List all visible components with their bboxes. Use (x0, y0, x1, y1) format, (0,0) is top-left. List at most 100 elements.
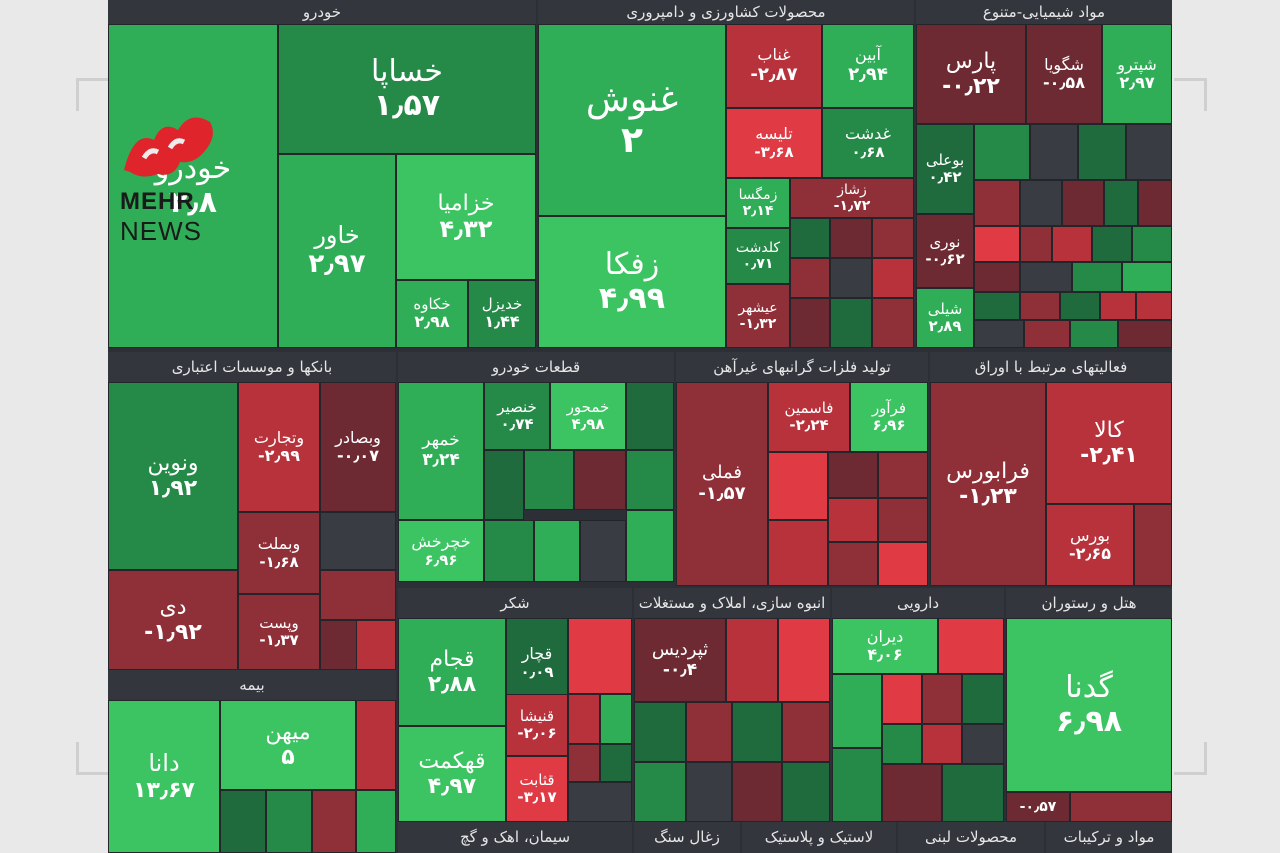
stock-tile-small[interactable] (568, 744, 600, 782)
stock-tile[interactable]: قنیشا -۲٫۰۶ (506, 694, 568, 756)
sector-header[interactable]: خودرو (108, 0, 536, 24)
stock-tile-small[interactable] (574, 450, 626, 510)
stock-tile[interactable]: دی -۱٫۹۲ (108, 570, 238, 670)
stock-tile-small[interactable] (962, 724, 1004, 764)
stock-tile[interactable]: خنصیر ۰٫۷۴ (484, 382, 550, 450)
stock-tile[interactable]: شگویا -۰٫۵۸ (1026, 24, 1102, 124)
stock-tile[interactable]: میهن ۵ (220, 700, 356, 790)
stock-tile[interactable]: وبصادر -۰٫۰۷ (320, 382, 396, 512)
stock-tile[interactable]: تلیسه -۳٫۶۸ (726, 108, 822, 178)
stock-tile[interactable]: خاور ۲٫۹۷ (278, 154, 396, 348)
stock-tile[interactable]: خچرخش ۶٫۹۶ (398, 520, 484, 582)
sector-header[interactable]: قطعات خودرو (398, 352, 674, 382)
stock-tile[interactable]: دانا ۱۳٫۶۷ (108, 700, 220, 853)
stock-tile-small[interactable] (600, 694, 632, 744)
stock-tile-small[interactable] (626, 510, 674, 582)
stock-tile[interactable]: خودرو ۳٫۸ (108, 24, 278, 348)
stock-tile-small[interactable] (1020, 226, 1052, 262)
stock-tile[interactable]: دیران ۴٫۰۶ (832, 618, 938, 674)
stock-tile-small[interactable] (828, 542, 878, 586)
stock-tile-small[interactable] (1132, 226, 1172, 262)
stock-tile-small[interactable] (634, 762, 686, 822)
stock-tile[interactable]: خمهر ۳٫۲۴ (398, 382, 484, 520)
stock-tile-small[interactable] (1030, 124, 1078, 180)
stock-tile[interactable]: شیلی ۲٫۸۹ (916, 288, 974, 348)
stock-tile-small[interactable] (1062, 180, 1104, 226)
stock-tile[interactable]: وتجارت -۲٫۹۹ (238, 382, 320, 512)
stock-tile-small[interactable] (872, 218, 914, 258)
stock-tile-small[interactable] (320, 512, 396, 570)
sector-header[interactable]: هتل و رستوران (1006, 588, 1172, 618)
stock-tile-small[interactable] (1020, 262, 1072, 292)
stock-tile-small[interactable] (974, 124, 1030, 180)
stock-tile[interactable]: -۰٫۵۷ (1006, 792, 1070, 822)
stock-tile-small[interactable] (782, 702, 830, 762)
stock-tile-small[interactable] (872, 298, 914, 348)
stock-tile-small[interactable] (974, 292, 1020, 320)
stock-tile[interactable]: قجام ۲٫۸۸ (398, 618, 506, 726)
stock-tile[interactable]: فاسمین -۲٫۲۴ (768, 382, 850, 452)
stock-tile-small[interactable] (882, 724, 922, 764)
stock-tile-small[interactable] (320, 570, 396, 620)
stock-tile-small[interactable] (1052, 226, 1092, 262)
stock-tile-small[interactable] (942, 764, 1004, 822)
stock-tile[interactable]: غناب -۲٫۸۷ (726, 24, 822, 108)
stock-tile[interactable]: خکاوه ۲٫۹۸ (396, 280, 468, 348)
stock-tile[interactable]: فرآور ۶٫۹۶ (850, 382, 928, 452)
sector-header[interactable]: فعالیتهای مرتبط با اوراق (930, 352, 1172, 382)
stock-tile-small[interactable] (356, 790, 396, 853)
stock-tile-small[interactable] (1020, 292, 1060, 320)
stock-tile-small[interactable] (1122, 262, 1172, 292)
sector-header[interactable]: دارویی (832, 588, 1004, 618)
stock-tile[interactable]: فرابورس -۱٫۲۳ (930, 382, 1046, 586)
stock-tile-small[interactable] (266, 790, 312, 853)
stock-tile[interactable]: قثابت -۳٫۱۷ (506, 756, 568, 822)
stock-tile[interactable]: شپترو ۲٫۹۷ (1102, 24, 1172, 124)
stock-tile[interactable]: کلدشت ۰٫۷۱ (726, 228, 790, 284)
stock-tile-small[interactable] (568, 618, 632, 694)
stock-tile[interactable]: ثپردیس -۰٫۴ (634, 618, 726, 702)
sector-header[interactable]: بیمه (108, 670, 396, 700)
stock-tile-small[interactable] (778, 618, 830, 702)
sector-header[interactable]: انبوه سازی، املاک و مستغلات (634, 588, 830, 618)
stock-tile-small[interactable] (1024, 320, 1070, 348)
stock-tile-small[interactable] (768, 520, 828, 586)
stock-tile[interactable]: زشاز -۱٫۷۲ (790, 178, 914, 218)
stock-tile[interactable]: خزامیا ۴٫۳۲ (396, 154, 536, 280)
stock-tile-small[interactable] (938, 618, 1004, 674)
stock-tile[interactable]: ونوین ۱٫۹۲ (108, 382, 238, 570)
sector-header[interactable]: زغال سنگ (634, 822, 740, 853)
stock-tile-small[interactable] (686, 762, 732, 822)
stock-tile-small[interactable] (872, 258, 914, 298)
sector-header[interactable]: محصولات لبنی (898, 822, 1044, 853)
stock-tile-small[interactable] (626, 450, 674, 510)
stock-tile-small[interactable] (1134, 504, 1172, 586)
stock-tile-small[interactable] (882, 674, 922, 724)
stock-tile-small[interactable] (356, 620, 396, 670)
stock-tile-small[interactable] (1138, 180, 1172, 226)
stock-tile-small[interactable] (974, 180, 1020, 226)
stock-tile-small[interactable] (312, 790, 356, 853)
stock-tile-small[interactable] (600, 744, 632, 782)
stock-tile-small[interactable] (220, 790, 266, 853)
sector-header[interactable]: لاستیک و پلاستیک (742, 822, 896, 853)
stock-tile-small[interactable] (1126, 124, 1172, 180)
stock-tile-small[interactable] (922, 724, 962, 764)
stock-tile[interactable]: خساپا ۱٫۵۷ (278, 24, 536, 154)
stock-tile-small[interactable] (790, 258, 830, 298)
stock-tile-small[interactable] (790, 218, 830, 258)
sector-header[interactable]: سیمان، اهک و گچ (398, 822, 632, 853)
stock-tile-small[interactable] (1100, 292, 1136, 320)
stock-tile-small[interactable] (832, 674, 882, 748)
stock-tile[interactable]: خمحور ۴٫۹۸ (550, 382, 626, 450)
stock-tile-small[interactable] (484, 520, 534, 582)
stock-tile[interactable]: وبملت -۱٫۶۸ (238, 512, 320, 594)
stock-tile[interactable]: آبین ۲٫۹۴ (822, 24, 914, 108)
stock-tile-small[interactable] (1136, 292, 1172, 320)
stock-tile-small[interactable] (484, 450, 524, 520)
stock-tile-small[interactable] (830, 218, 872, 258)
stock-tile-small[interactable] (1078, 124, 1126, 180)
stock-tile[interactable]: خدیزل ۱٫۴۴ (468, 280, 536, 348)
sector-header[interactable]: بانکها و موسسات اعتباری (108, 352, 396, 382)
stock-tile-small[interactable] (782, 762, 830, 822)
